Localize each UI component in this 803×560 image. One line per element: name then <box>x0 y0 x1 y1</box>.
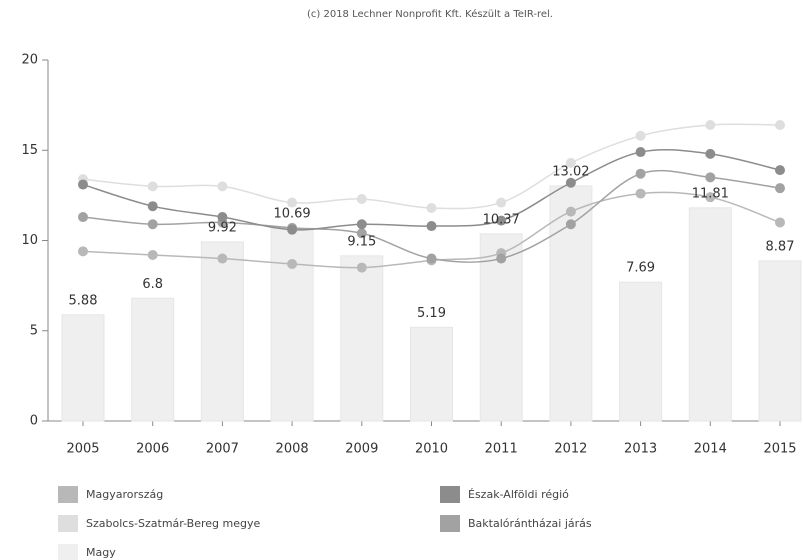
line <box>82 123 781 210</box>
marker <box>565 206 576 217</box>
marker <box>775 165 785 176</box>
marker <box>356 219 367 230</box>
x-tick-label: 2010 <box>415 442 448 457</box>
x-tick-label: 2007 <box>206 442 239 457</box>
bar <box>200 241 244 422</box>
data-label: 11.81 <box>692 186 729 201</box>
data-label: 13.02 <box>552 164 589 179</box>
x-tick-label: 2012 <box>554 442 587 457</box>
x-tick-label: 2006 <box>136 442 169 457</box>
y-tick-label: 10 <box>21 233 38 248</box>
marker <box>147 201 158 212</box>
legend-swatch <box>440 486 460 503</box>
x-tick-label: 2008 <box>276 442 309 457</box>
x-tick-label: 2005 <box>66 442 99 457</box>
marker <box>635 130 646 141</box>
marker <box>635 188 646 199</box>
data-label: 6.8 <box>142 277 163 292</box>
marker <box>356 262 367 273</box>
y-tick-label: 20 <box>21 53 38 68</box>
marker <box>356 228 367 239</box>
y-tick-label: 5 <box>30 323 38 338</box>
x-tick-label: 2014 <box>694 442 727 457</box>
legend-swatch <box>58 544 78 560</box>
bar <box>270 227 314 422</box>
marker <box>78 179 88 190</box>
line <box>82 169 781 264</box>
marker <box>565 219 576 230</box>
x-tick-label: 2013 <box>624 442 657 457</box>
marker <box>705 119 716 130</box>
data-label: 10.69 <box>273 207 310 222</box>
bar <box>479 233 523 422</box>
bar <box>61 314 105 422</box>
data-label: 5.88 <box>69 293 98 308</box>
marker <box>426 203 437 214</box>
marker <box>217 212 228 223</box>
marker <box>426 253 437 264</box>
bar <box>688 207 732 422</box>
marker <box>635 147 646 158</box>
marker <box>775 119 785 130</box>
marker <box>565 157 576 168</box>
x-tick-label: 2009 <box>345 442 378 457</box>
marker <box>287 224 298 235</box>
legend-label: Észak-Alföldi régió <box>468 488 569 501</box>
data-label: 8.87 <box>766 239 795 254</box>
marker <box>426 221 437 232</box>
x-tick-label: 2011 <box>485 442 518 457</box>
bar <box>619 281 663 422</box>
legend-swatch <box>440 515 460 532</box>
bar <box>758 260 802 422</box>
marker <box>496 197 507 208</box>
bar <box>340 255 384 422</box>
marker <box>287 197 298 208</box>
marker <box>775 183 785 194</box>
legend-swatch <box>58 515 78 532</box>
data-label: 5.19 <box>417 306 446 321</box>
marker <box>78 212 88 223</box>
y-tick-label: 15 <box>21 143 38 158</box>
line <box>82 148 781 231</box>
data-label: 10.37 <box>483 212 520 227</box>
marker <box>565 177 576 188</box>
data-label: 9.92 <box>208 220 237 235</box>
y-tick-label: 0 <box>30 414 38 429</box>
data-label: 7.69 <box>626 261 655 276</box>
bar <box>131 297 175 422</box>
legend-label: Magy <box>86 546 116 559</box>
data-label: 9.15 <box>347 234 376 249</box>
marker <box>78 246 88 257</box>
marker <box>635 168 646 179</box>
legend-label: Baktalórántházai járás <box>468 517 592 530</box>
legend-label: Magyarország <box>86 488 163 501</box>
bar <box>410 326 453 422</box>
marker <box>217 253 228 264</box>
legend-swatch <box>58 486 78 503</box>
marker <box>496 215 507 226</box>
marker <box>496 253 507 264</box>
marker <box>705 192 716 203</box>
marker <box>287 258 298 269</box>
marker <box>705 148 716 159</box>
marker <box>705 172 716 183</box>
marker <box>147 249 158 260</box>
marker <box>147 181 158 192</box>
marker <box>356 193 367 204</box>
legend-label: Szabolcs-Szatmár-Bereg megye <box>86 517 260 530</box>
chart-subtitle: (c) 2018 Lechner Nonprofit Kft. Készült … <box>307 8 553 20</box>
marker <box>217 181 228 192</box>
marker <box>147 219 158 230</box>
marker <box>775 217 785 228</box>
x-tick-label: 2015 <box>763 442 796 457</box>
